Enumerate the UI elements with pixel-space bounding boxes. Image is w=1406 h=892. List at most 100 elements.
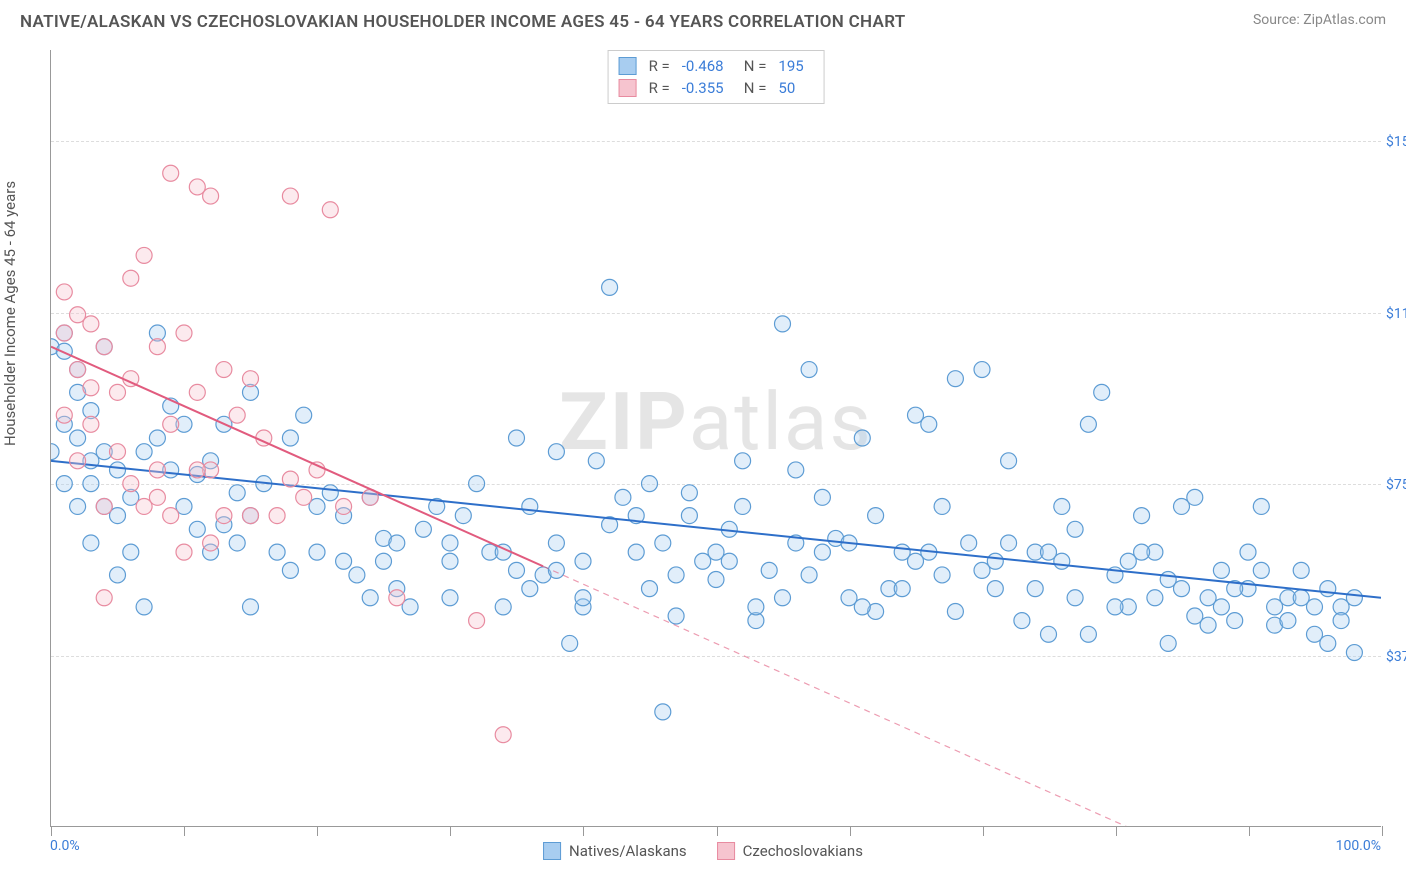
data-point: [1147, 590, 1163, 606]
data-point: [389, 535, 405, 551]
data-point: [668, 608, 684, 624]
data-point: [548, 535, 564, 551]
data-point: [1001, 453, 1017, 469]
data-point: [735, 498, 751, 514]
data-point: [1293, 590, 1309, 606]
data-point: [947, 371, 963, 387]
data-point: [1213, 562, 1229, 578]
data-point: [136, 599, 152, 615]
data-point: [123, 476, 139, 492]
data-point: [469, 613, 485, 629]
data-point: [1293, 562, 1309, 578]
y-tick-label: $75,000: [1386, 477, 1406, 493]
data-point: [269, 508, 285, 524]
data-point: [110, 444, 126, 460]
data-point: [56, 407, 72, 423]
data-point: [615, 489, 631, 505]
data-point: [282, 471, 298, 487]
data-point: [229, 535, 245, 551]
data-point: [1080, 626, 1096, 642]
data-point: [495, 727, 511, 743]
legend-swatch: [543, 842, 561, 860]
data-point: [336, 553, 352, 569]
data-point: [83, 535, 99, 551]
data-point: [788, 462, 804, 478]
data-point: [163, 165, 179, 181]
data-point: [415, 521, 431, 537]
data-point: [974, 362, 990, 378]
data-point: [389, 590, 405, 606]
data-point: [668, 567, 684, 583]
data-point: [854, 599, 870, 615]
data-point: [70, 498, 86, 514]
legend-row: R = -0.468 N = 195: [619, 55, 814, 77]
data-point: [642, 581, 658, 597]
legend-r-label: R =: [649, 79, 670, 97]
data-point: [562, 635, 578, 651]
data-point: [296, 489, 312, 505]
data-point: [83, 416, 99, 432]
data-point: [1027, 581, 1043, 597]
data-point: [1067, 521, 1083, 537]
data-point: [522, 581, 538, 597]
data-point: [868, 508, 884, 524]
legend-swatch: [619, 57, 637, 75]
data-point: [189, 462, 205, 478]
data-point: [775, 316, 791, 332]
trendline: [51, 347, 543, 567]
data-point: [1346, 590, 1362, 606]
data-point: [642, 476, 658, 492]
data-point: [176, 544, 192, 560]
data-point: [442, 590, 458, 606]
data-point: [455, 508, 471, 524]
legend-item: Czechoslovakians: [717, 842, 863, 860]
data-point: [1107, 599, 1123, 615]
data-point: [721, 553, 737, 569]
data-point: [136, 444, 152, 460]
x-tick: [850, 826, 851, 836]
data-point: [921, 416, 937, 432]
chart-source: Source: ZipAtlas.com: [1253, 12, 1386, 28]
data-point: [1187, 489, 1203, 505]
data-point: [801, 567, 817, 583]
data-point: [282, 188, 298, 204]
data-point: [708, 572, 724, 588]
data-point: [216, 362, 232, 378]
data-point: [189, 521, 205, 537]
data-point: [163, 508, 179, 524]
data-point: [70, 362, 86, 378]
data-point: [1253, 498, 1269, 514]
data-point: [96, 339, 112, 355]
data-point: [575, 553, 591, 569]
data-point: [442, 535, 458, 551]
data-point: [1320, 635, 1336, 651]
data-point: [1160, 635, 1176, 651]
data-point: [110, 567, 126, 583]
data-point: [1094, 384, 1110, 400]
x-axis-left-label: 0.0%: [50, 838, 80, 854]
legend-r-value: -0.355: [682, 79, 732, 97]
data-point: [136, 247, 152, 263]
data-point: [814, 489, 830, 505]
data-point: [854, 430, 870, 446]
data-point: [1067, 590, 1083, 606]
correlation-legend: R = -0.468 N = 195 R = -0.355 N = 50: [608, 50, 825, 104]
legend-item: Natives/Alaskans: [543, 842, 687, 860]
data-point: [628, 544, 644, 560]
y-axis-title: Householder Income Ages 45 - 64 years: [1, 181, 19, 446]
data-point: [1080, 416, 1096, 432]
data-point: [83, 476, 99, 492]
data-point: [269, 544, 285, 560]
data-point: [110, 384, 126, 400]
data-point: [509, 430, 525, 446]
data-point: [110, 462, 126, 478]
data-point: [83, 380, 99, 396]
data-point: [961, 535, 977, 551]
data-point: [149, 489, 165, 505]
trendline-extrapolated: [543, 566, 1381, 826]
data-point: [51, 444, 59, 460]
data-point: [1054, 553, 1070, 569]
data-point: [548, 562, 564, 578]
data-point: [588, 453, 604, 469]
data-point: [83, 316, 99, 332]
